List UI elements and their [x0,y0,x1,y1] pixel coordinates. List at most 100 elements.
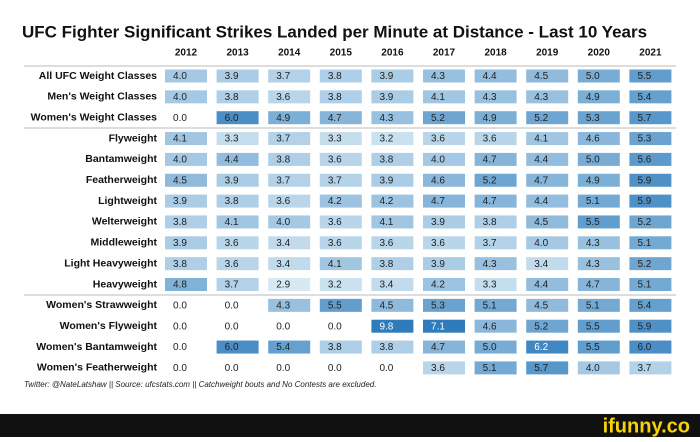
cell-label: 3.4 [379,280,393,291]
chart-title: UFC Fighter Significant Strikes Landed p… [22,22,647,41]
cell [577,319,620,333]
cell [474,236,517,250]
cell-label: 5.2 [534,113,548,124]
cell [216,69,259,83]
cell-label: 3.8 [328,71,342,82]
cell-label: 3.7 [328,175,342,186]
cell-label: 4.7 [431,342,445,353]
row-label: Welterweight [92,216,158,228]
cell [216,257,259,271]
cell-label: 4.4 [534,155,548,166]
cell [577,132,620,146]
cell [268,257,311,271]
cell [268,361,311,375]
cell [474,111,517,125]
cell [526,340,569,354]
cell [216,298,259,312]
cell-label: 4.3 [379,113,393,124]
cell-label: 4.9 [276,113,290,124]
cell-label: 3.3 [225,134,239,145]
cell [216,111,259,125]
cell [319,69,362,83]
cell [423,132,465,146]
cell [216,215,259,229]
cell [474,215,517,229]
cell-label: 4.7 [586,280,600,291]
cell [319,111,362,125]
cell [526,111,569,125]
cell [371,361,414,375]
row-label: Men's Weight Classes [47,91,157,103]
cell-label: 5.0 [483,342,497,353]
cell-label: 4.0 [431,155,445,166]
cell-label: 5.4 [637,300,651,311]
cell-label: 4.9 [586,92,600,103]
cell [319,215,362,229]
cell-label: 0.0 [328,321,342,332]
cell [319,173,362,187]
cell [474,152,517,166]
cell [165,236,207,250]
cell-label: 2.9 [276,280,290,291]
cell-label: 4.3 [586,238,600,249]
cell-label: 0.0 [276,363,290,374]
row-label: Women's Strawweight [46,299,157,311]
cell [423,90,465,104]
cell-label: 5.1 [483,363,497,374]
cell [319,298,362,312]
cell-label: 0.0 [173,363,187,374]
cell-label: 4.1 [225,217,239,228]
cell [423,194,465,208]
column-label: 2018 [484,48,507,59]
cell-label: 5.4 [637,92,651,103]
cell [216,340,259,354]
cell-label: 4.0 [586,363,600,374]
cell-label: 4.7 [483,155,497,166]
cell [319,319,362,333]
cell [165,361,207,375]
cell-label: 4.3 [586,259,600,270]
cell [577,257,620,271]
column-label: 2012 [175,48,198,59]
cell-label: 4.1 [534,134,548,145]
cell-label: 3.8 [173,259,187,270]
cell-label: 5.1 [586,196,600,207]
cell-label: 5.2 [483,175,497,186]
cell [268,173,311,187]
cell-label: 3.6 [225,238,239,249]
cell [165,132,207,146]
cell [526,215,569,229]
cell-label: 3.8 [328,92,342,103]
cell-label: 5.9 [637,321,651,332]
cell-label: 3.7 [276,71,290,82]
cell [319,90,362,104]
cell [165,298,207,312]
cell-label: 3.8 [483,217,497,228]
cell-label: 0.0 [225,363,239,374]
cell [629,278,672,291]
cell [526,361,569,375]
row-label: Featherweight [86,174,158,186]
cell-label: 3.3 [483,280,497,291]
cell-label: 4.3 [483,92,497,103]
cell [629,194,672,208]
cell [423,152,465,166]
cell-label: 4.4 [225,155,239,166]
watermark-bar [0,414,700,437]
cell-label: 5.2 [637,217,651,228]
cell-label: 5.5 [586,321,600,332]
cell-label: 0.0 [173,342,187,353]
cell [371,90,414,104]
cell-label: 3.8 [379,342,393,353]
cell [526,152,569,166]
cell-label: 5.2 [534,321,548,332]
cell-label: 3.9 [379,92,393,103]
cell [577,215,620,229]
cell-label: 5.5 [586,342,600,353]
cell [423,69,465,83]
cell [216,152,259,166]
cell [629,173,672,187]
cell [629,111,672,125]
column-label: 2014 [278,48,301,59]
